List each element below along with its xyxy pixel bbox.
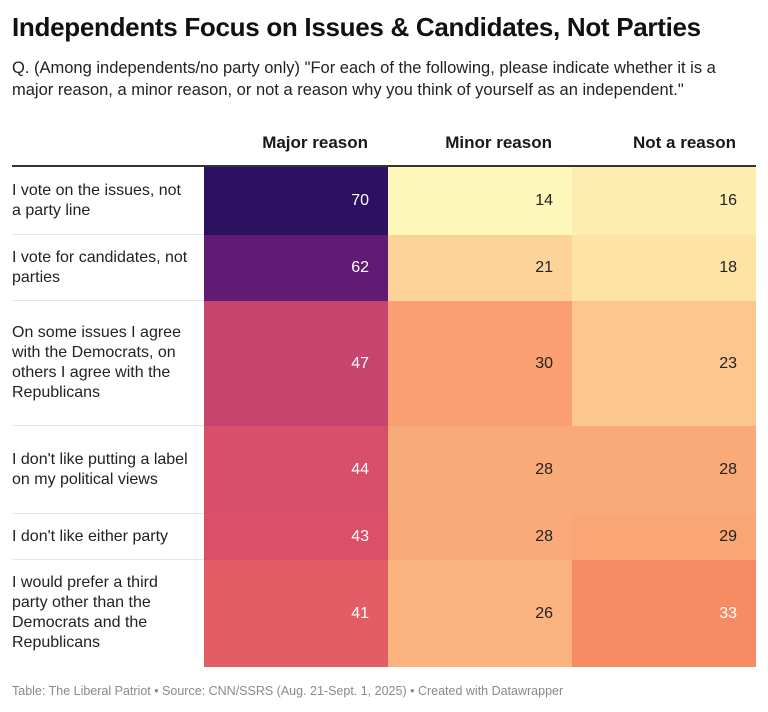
table-body: I vote on the issues, not a party line 70… <box>12 167 756 667</box>
heatmap-cell: 23 <box>572 301 756 426</box>
table-row: I would prefer a third party other than … <box>12 560 756 667</box>
column-header-not: Not a reason <box>633 133 736 152</box>
table-row: I vote for candidates, not parties 62 21 18 <box>12 235 756 301</box>
row-label: On some issues I agree with the Democrat… <box>12 324 181 401</box>
heatmap-cell: 14 <box>388 167 572 235</box>
heatmap-cell: 44 <box>204 426 388 514</box>
heatmap-cell: 43 <box>204 514 388 560</box>
table-row: I vote on the issues, not a party line 70… <box>12 167 756 235</box>
chart-title: Independents Focus on Issues & Candidate… <box>12 12 701 42</box>
row-label: I vote for candidates, not parties <box>12 248 188 286</box>
heatmap-cell: 41 <box>204 560 388 667</box>
heatmap-cell: 28 <box>572 426 756 514</box>
row-label: I don't like either party <box>12 527 169 545</box>
chart-subtitle: Q. (Among independents/no party only) "F… <box>12 59 716 99</box>
heatmap-cell: 47 <box>204 301 388 426</box>
heatmap-cell: 28 <box>388 514 572 560</box>
heatmap-cell: 16 <box>572 167 756 235</box>
heatmap-table: Major reason Minor reason Not a reason I… <box>12 120 756 667</box>
heatmap-cell: 28 <box>388 426 572 514</box>
table-row: On some issues I agree with the Democrat… <box>12 301 756 426</box>
heatmap-cell: 62 <box>204 235 388 301</box>
row-label: I vote on the issues, not a party line <box>12 181 181 219</box>
heatmap-cell: 29 <box>572 514 756 560</box>
heatmap-cell: 18 <box>572 235 756 301</box>
row-label: I would prefer a third party other than … <box>12 574 158 651</box>
column-header-major: Major reason <box>262 133 368 152</box>
heatmap-cell: 70 <box>204 167 388 235</box>
heatmap-cell: 21 <box>388 235 572 301</box>
row-label: I don't like putting a label on my polit… <box>12 450 188 488</box>
table-header: Major reason Minor reason Not a reason <box>12 120 756 167</box>
table-row: I don't like either party 43 28 29 <box>12 514 756 560</box>
table-row: I don't like putting a label on my polit… <box>12 426 756 514</box>
heatmap-cell: 26 <box>388 560 572 667</box>
heatmap-cell: 30 <box>388 301 572 426</box>
column-header-minor: Minor reason <box>445 133 552 152</box>
heatmap-cell: 33 <box>572 560 756 667</box>
chart-footer: Table: The Liberal Patriot • Source: CNN… <box>12 684 564 698</box>
